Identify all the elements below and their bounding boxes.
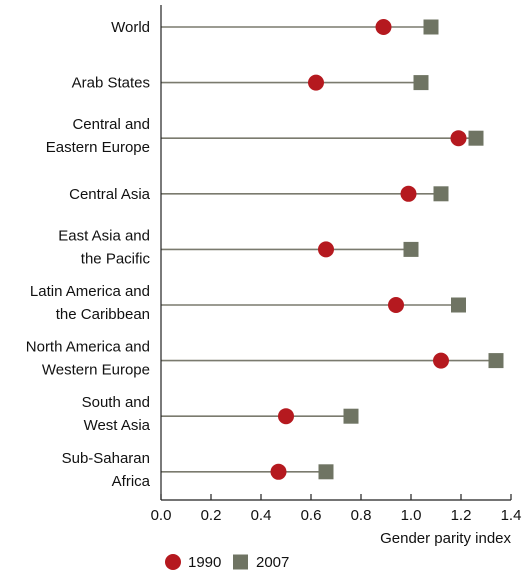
marker-2007 xyxy=(413,75,429,91)
region-label-line: North America and xyxy=(26,339,150,356)
marker-1990 xyxy=(450,130,467,147)
x-tick-label: 0.4 xyxy=(251,507,272,524)
marker-1990 xyxy=(308,74,324,91)
marker-2007 xyxy=(468,130,484,146)
marker-2007 xyxy=(451,297,466,313)
x-tick-label: 1.0 xyxy=(401,507,422,524)
marker-1990 xyxy=(400,185,417,202)
region-label-line: Western Europe xyxy=(42,362,150,379)
region-row: World xyxy=(111,19,439,36)
marker-1990 xyxy=(270,463,287,480)
region-label: Sub-Saharan Africa xyxy=(62,450,151,490)
region-row: East Asia and the Pacific xyxy=(58,227,419,267)
region-row: South and West Asia xyxy=(82,394,359,434)
legend-marker-2007 xyxy=(233,554,248,570)
region-label-line: South and xyxy=(82,394,150,411)
marker-1990 xyxy=(388,297,404,313)
chart-axes: 0.0 0.2 0.4 0.6 0.8 1.0 1.2 1.4 Gender parity in… xyxy=(151,5,522,547)
region-label: Central and Eastern Europe xyxy=(46,116,150,156)
chart-legend: 1990 2007 xyxy=(165,554,289,571)
region-label: East Asia and the Pacific xyxy=(58,227,150,267)
x-axis-title: Gender parity index xyxy=(380,530,511,547)
region-row: Central and Eastern Europe xyxy=(46,116,484,156)
x-tick-label: 0.0 xyxy=(151,507,172,524)
marker-2007 xyxy=(318,464,334,480)
region-label-line: Latin America and xyxy=(30,283,150,300)
marker-2007 xyxy=(403,241,419,257)
region-label-line: the Pacific xyxy=(81,250,151,267)
region-row: Arab States xyxy=(72,74,429,92)
x-tick-label: 0.6 xyxy=(301,507,322,524)
region-label-line: Eastern Europe xyxy=(46,139,150,156)
marker-2007 xyxy=(433,186,449,202)
region-label-line: Africa xyxy=(112,473,151,490)
region-label-line: the Caribbean xyxy=(56,306,150,323)
region-row: Central Asia xyxy=(69,185,449,203)
region-label: Latin America and the Caribbean xyxy=(30,283,150,323)
region-label: World xyxy=(111,19,150,36)
marker-1990 xyxy=(318,241,334,258)
region-label-line: Sub-Saharan xyxy=(62,450,150,467)
marker-1990 xyxy=(278,408,294,425)
region-label-line: Central and xyxy=(72,116,150,133)
x-tick-label: 0.8 xyxy=(351,507,372,524)
region-row: Sub-Saharan Africa xyxy=(62,450,334,490)
x-tick-label: 1.2 xyxy=(451,507,472,524)
marker-1990 xyxy=(433,352,449,369)
region-label-line: East Asia and xyxy=(58,227,150,244)
x-tick-label: 1.4 xyxy=(501,507,522,524)
marker-2007 xyxy=(423,19,439,35)
region-row: North America and Western Europe xyxy=(26,339,504,379)
region-label: South and West Asia xyxy=(82,394,151,434)
marker-1990 xyxy=(375,19,392,35)
chart-rows: World Arab States Central and Eastern Europ… xyxy=(26,19,504,490)
region-label: Central Asia xyxy=(69,186,151,203)
region-label: Arab States xyxy=(72,75,150,92)
marker-2007 xyxy=(343,408,359,424)
legend-marker-1990 xyxy=(165,554,181,570)
legend-label-1990: 1990 xyxy=(188,554,221,571)
marker-2007 xyxy=(488,353,504,369)
x-tick-label: 0.2 xyxy=(201,507,222,524)
legend-label-2007: 2007 xyxy=(256,554,289,571)
region-label: North America and Western Europe xyxy=(26,339,150,379)
region-label-line: West Asia xyxy=(84,417,151,434)
region-row: Latin America and the Caribbean xyxy=(30,283,466,323)
